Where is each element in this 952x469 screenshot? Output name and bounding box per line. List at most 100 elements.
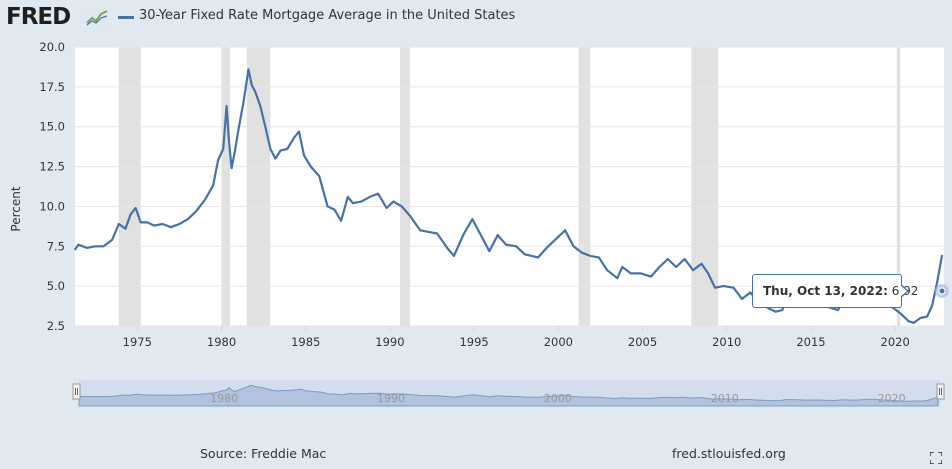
data-point	[589, 254, 592, 257]
data-point	[340, 219, 342, 222]
tooltip: Thu, Oct 13, 2022: 6.92	[752, 274, 918, 308]
data-point	[250, 84, 253, 87]
data-point	[230, 167, 233, 170]
navigator-series	[78, 384, 939, 407]
data-point	[907, 320, 910, 323]
recession-band-3	[400, 47, 411, 326]
data-point	[781, 309, 784, 311]
data-point	[616, 277, 619, 280]
chart-header: FRED 30-Year Fixed Rate Mortgage Average…	[0, 0, 952, 36]
fred-url-link[interactable]: fred.stlouisfed.org	[672, 446, 786, 461]
data-point	[629, 272, 632, 275]
data-point	[161, 223, 164, 225]
legend-line-icon	[118, 16, 134, 19]
data-point	[269, 148, 272, 150]
data-point	[400, 205, 403, 208]
x-tick-label: 2000	[544, 335, 573, 349]
data-point	[74, 248, 76, 251]
data-point	[581, 251, 583, 254]
y-tick-label: 10.0	[39, 199, 65, 213]
x-tick-label: 1980	[207, 335, 236, 349]
data-point	[741, 297, 743, 300]
data-point	[94, 245, 97, 248]
data-point	[555, 237, 558, 240]
data-point	[639, 272, 642, 275]
data-point	[264, 125, 267, 128]
recession-band-6	[896, 47, 901, 326]
y-tick-label: 7.5	[47, 239, 65, 253]
y-tick-label: 2.5	[47, 319, 65, 333]
recession-band-4	[578, 47, 591, 326]
data-point	[722, 285, 725, 288]
navigator-tick-label: 1990	[377, 392, 405, 405]
data-point	[360, 200, 363, 203]
legend-series-title[interactable]: 30-Year Fixed Rate Mortgage Average in t…	[139, 8, 516, 23]
x-tick-label: 2020	[881, 335, 910, 349]
data-point	[377, 192, 380, 195]
data-point	[926, 315, 929, 318]
data-point	[714, 286, 716, 289]
fred-logo-chart-icon	[86, 8, 108, 26]
data-point	[195, 210, 198, 213]
data-point	[293, 136, 295, 139]
data-point	[931, 304, 934, 307]
data-point	[732, 286, 735, 289]
y-tick-label: 20.0	[39, 40, 65, 54]
recession-band-2	[246, 47, 271, 326]
data-point	[427, 231, 430, 233]
data-point	[303, 154, 305, 157]
expand-icon[interactable]	[930, 452, 942, 464]
x-axis-ticks: 1975 1980 1985 1990 1995 2000 2005 2010 2015 2020	[123, 326, 910, 349]
data-point	[129, 213, 132, 216]
data-point	[298, 130, 300, 133]
hover-point[interactable]	[938, 287, 946, 295]
data-point	[124, 227, 127, 230]
data-point	[134, 207, 137, 209]
data-point	[153, 224, 156, 227]
x-tick-label: 2010	[712, 335, 741, 349]
data-point	[254, 90, 257, 93]
data-point	[351, 202, 354, 205]
data-point	[242, 101, 245, 104]
data-point	[564, 229, 566, 232]
data-point	[692, 269, 694, 272]
data-point	[436, 232, 438, 235]
fred-logo[interactable]: FRED	[6, 4, 71, 30]
navigator-handle-right-icon[interactable]	[936, 383, 945, 400]
data-point	[85, 246, 88, 249]
data-point	[259, 105, 262, 107]
data-point	[515, 245, 518, 248]
x-tick-label: 1990	[375, 335, 404, 349]
data-point	[837, 309, 839, 311]
navigator-tick-label: 2010	[711, 392, 739, 405]
data-point	[606, 269, 609, 272]
data-point	[675, 266, 678, 268]
navigator-tick-label: 1980	[210, 392, 238, 405]
data-point	[409, 215, 412, 217]
tooltip-date: Thu, Oct 13, 2022:	[763, 284, 888, 298]
data-point	[419, 229, 422, 232]
data-point	[111, 239, 113, 241]
data-point	[186, 218, 189, 221]
data-point	[658, 266, 661, 268]
data-point	[212, 184, 214, 187]
navigator-handle-left-icon[interactable]	[72, 383, 81, 400]
data-point	[117, 223, 120, 225]
data-point	[368, 195, 371, 198]
data-point	[479, 234, 482, 237]
data-point	[146, 221, 149, 224]
data-point	[572, 245, 575, 248]
tooltip-arrow-inner	[900, 285, 907, 297]
y-tick-label: 5.0	[47, 279, 65, 293]
data-point	[247, 68, 250, 71]
x-tick-label: 2015	[796, 335, 825, 349]
data-point	[488, 250, 491, 252]
data-point	[621, 266, 624, 268]
data-point	[222, 148, 225, 150]
x-tick-label: 1985	[291, 335, 320, 349]
y-axis-ticks: 2.5 5.0 7.5 10.0 12.5 15.0 17.5 20.0	[39, 40, 65, 333]
data-point	[326, 205, 329, 208]
data-point	[446, 246, 449, 249]
data-point	[228, 141, 230, 144]
